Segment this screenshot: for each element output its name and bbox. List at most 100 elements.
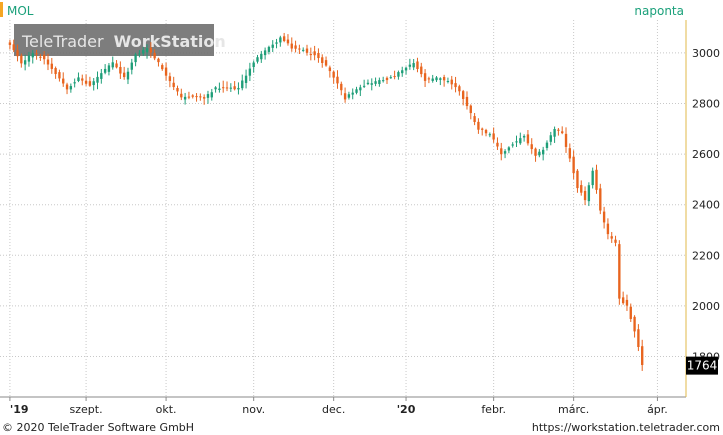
candle-body: [317, 52, 320, 59]
candle-body: [553, 128, 556, 137]
candle-body: [427, 78, 431, 80]
candle-body: [286, 39, 290, 44]
candle-body: [324, 60, 328, 66]
candle-body: [370, 83, 373, 85]
candle-body: [549, 135, 552, 142]
candle-body: [103, 68, 107, 73]
candle-body: [507, 147, 511, 151]
candle-body: [465, 96, 469, 107]
candle-body: [81, 78, 84, 81]
x-tick-label: '20: [397, 403, 416, 416]
candle-body: [343, 93, 347, 100]
candle-body: [313, 51, 316, 56]
candle-body: [187, 96, 191, 98]
x-tick-label: márc.: [558, 403, 589, 416]
candle-body: [606, 223, 610, 235]
candle-body: [16, 50, 19, 57]
candle-body: [580, 185, 583, 193]
y-tick-label: 3000: [692, 47, 720, 60]
x-tick-label: ápr.: [647, 403, 668, 416]
last-price-marker: 1764: [686, 356, 718, 375]
horizontal-grid: [0, 52, 686, 358]
x-tick-label: szept.: [70, 403, 103, 416]
candle-body: [62, 78, 65, 84]
candle-body: [260, 53, 263, 60]
x-tick-label: okt.: [156, 403, 177, 416]
footer-url[interactable]: https://workstation.teletrader.com: [532, 421, 720, 434]
candle-body: [458, 86, 461, 92]
candle-body: [641, 346, 644, 366]
candle-body: [385, 77, 389, 81]
candle-body: [625, 299, 629, 306]
candle-body: [149, 47, 153, 53]
candle-body: [366, 82, 370, 85]
candle-body: [404, 67, 408, 71]
x-tick-label: '19: [10, 403, 29, 416]
candle-body: [65, 84, 69, 90]
candle-body: [374, 81, 377, 84]
candle-body: [397, 72, 400, 77]
candle-body: [446, 81, 450, 83]
candle-body: [355, 89, 358, 93]
candle-body: [43, 54, 46, 60]
candle-body: [294, 45, 297, 49]
candle-body: [473, 116, 476, 122]
candle-body: [629, 306, 632, 319]
candle-body: [46, 59, 50, 65]
candle-body: [172, 82, 175, 88]
candle-body: [244, 75, 248, 83]
candle-body: [595, 169, 598, 190]
watermark-background: [14, 24, 214, 56]
last-price-label: 1764: [687, 359, 718, 373]
candle-body: [309, 54, 312, 56]
candle-body: [241, 80, 244, 89]
candle-body: [119, 67, 122, 74]
y-tick-label: 2200: [692, 249, 720, 262]
interval-label[interactable]: naponta: [634, 4, 684, 18]
candle-body: [545, 142, 549, 148]
candle-body: [275, 42, 278, 44]
candle-body: [591, 170, 594, 186]
candle-body: [382, 80, 385, 82]
candle-body: [248, 68, 252, 76]
candle-body: [214, 87, 217, 90]
candle-body: [461, 91, 465, 99]
candle-body: [263, 50, 267, 56]
symbol-label: MOL: [7, 4, 34, 18]
candle-body: [202, 97, 206, 99]
candle-body: [31, 53, 34, 58]
candle-body: [583, 190, 587, 201]
candle-body: [614, 239, 617, 243]
candle-body: [69, 86, 73, 90]
candle-body: [519, 138, 522, 144]
x-tick-label: nov.: [242, 403, 265, 416]
candle-body: [610, 236, 613, 239]
candle-body: [488, 134, 492, 136]
candle-body: [564, 133, 568, 147]
candle-body: [332, 71, 335, 78]
candle-body: [111, 62, 114, 68]
candle-body: [526, 134, 530, 144]
candle-body: [618, 244, 621, 299]
candle-body: [442, 77, 446, 81]
candle-body: [58, 72, 61, 79]
candle-body: [115, 63, 118, 68]
candle-body: [27, 55, 31, 62]
candles: [8, 32, 644, 371]
copyright-text: © 2020 TeleTrader Software GmbH: [2, 421, 194, 434]
candle-body: [222, 87, 225, 89]
candle-body: [336, 76, 339, 84]
vertical-grid: [9, 20, 658, 401]
candle-body: [587, 185, 591, 202]
candle-body: [393, 76, 396, 78]
candle-body: [347, 94, 351, 98]
candle-body: [237, 87, 240, 90]
candle-body: [534, 148, 537, 156]
x-tick-labels: '19 szept. okt. nov. dec. '20 febr. márc. ápr.: [10, 403, 668, 416]
candle-body: [168, 76, 172, 82]
candle-body: [492, 133, 495, 140]
y-tick-label: 2000: [692, 300, 720, 313]
candle-body: [218, 88, 221, 90]
candle-body: [305, 48, 309, 53]
